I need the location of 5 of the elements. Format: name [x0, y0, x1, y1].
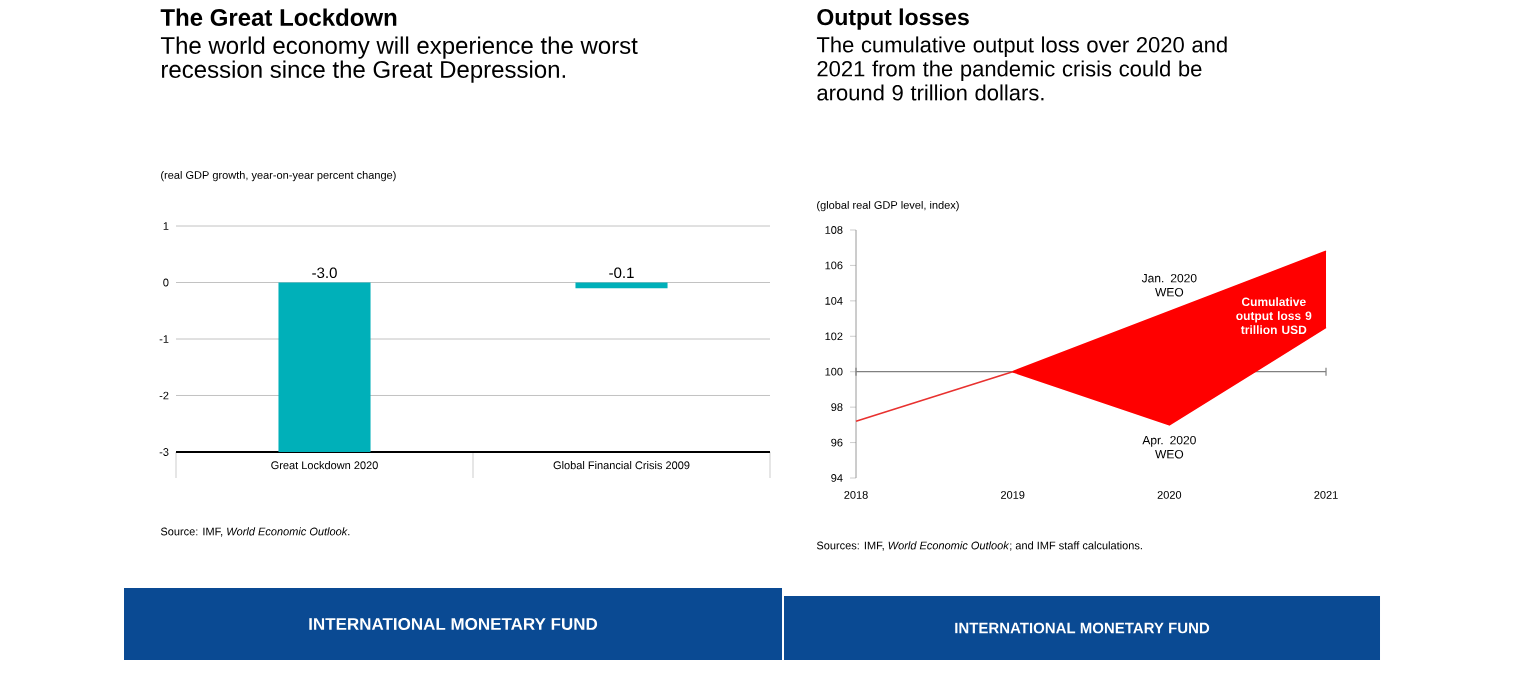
text: INTERNATIONAL MONETARY FUND — [309, 618, 598, 631]
chart-title: Output losses — [817, 8, 969, 30]
chart-subtitle: The world economy will experience the worst recession since the Great Depression. — [160, 36, 638, 83]
chart-subtitle: The cumulative output loss over 2020 and 2021 from the pandemic crisis could be around 9 trillion dollars. — [816, 36, 1227, 101]
chart-title: The Great Lockdown — [160, 8, 397, 27]
